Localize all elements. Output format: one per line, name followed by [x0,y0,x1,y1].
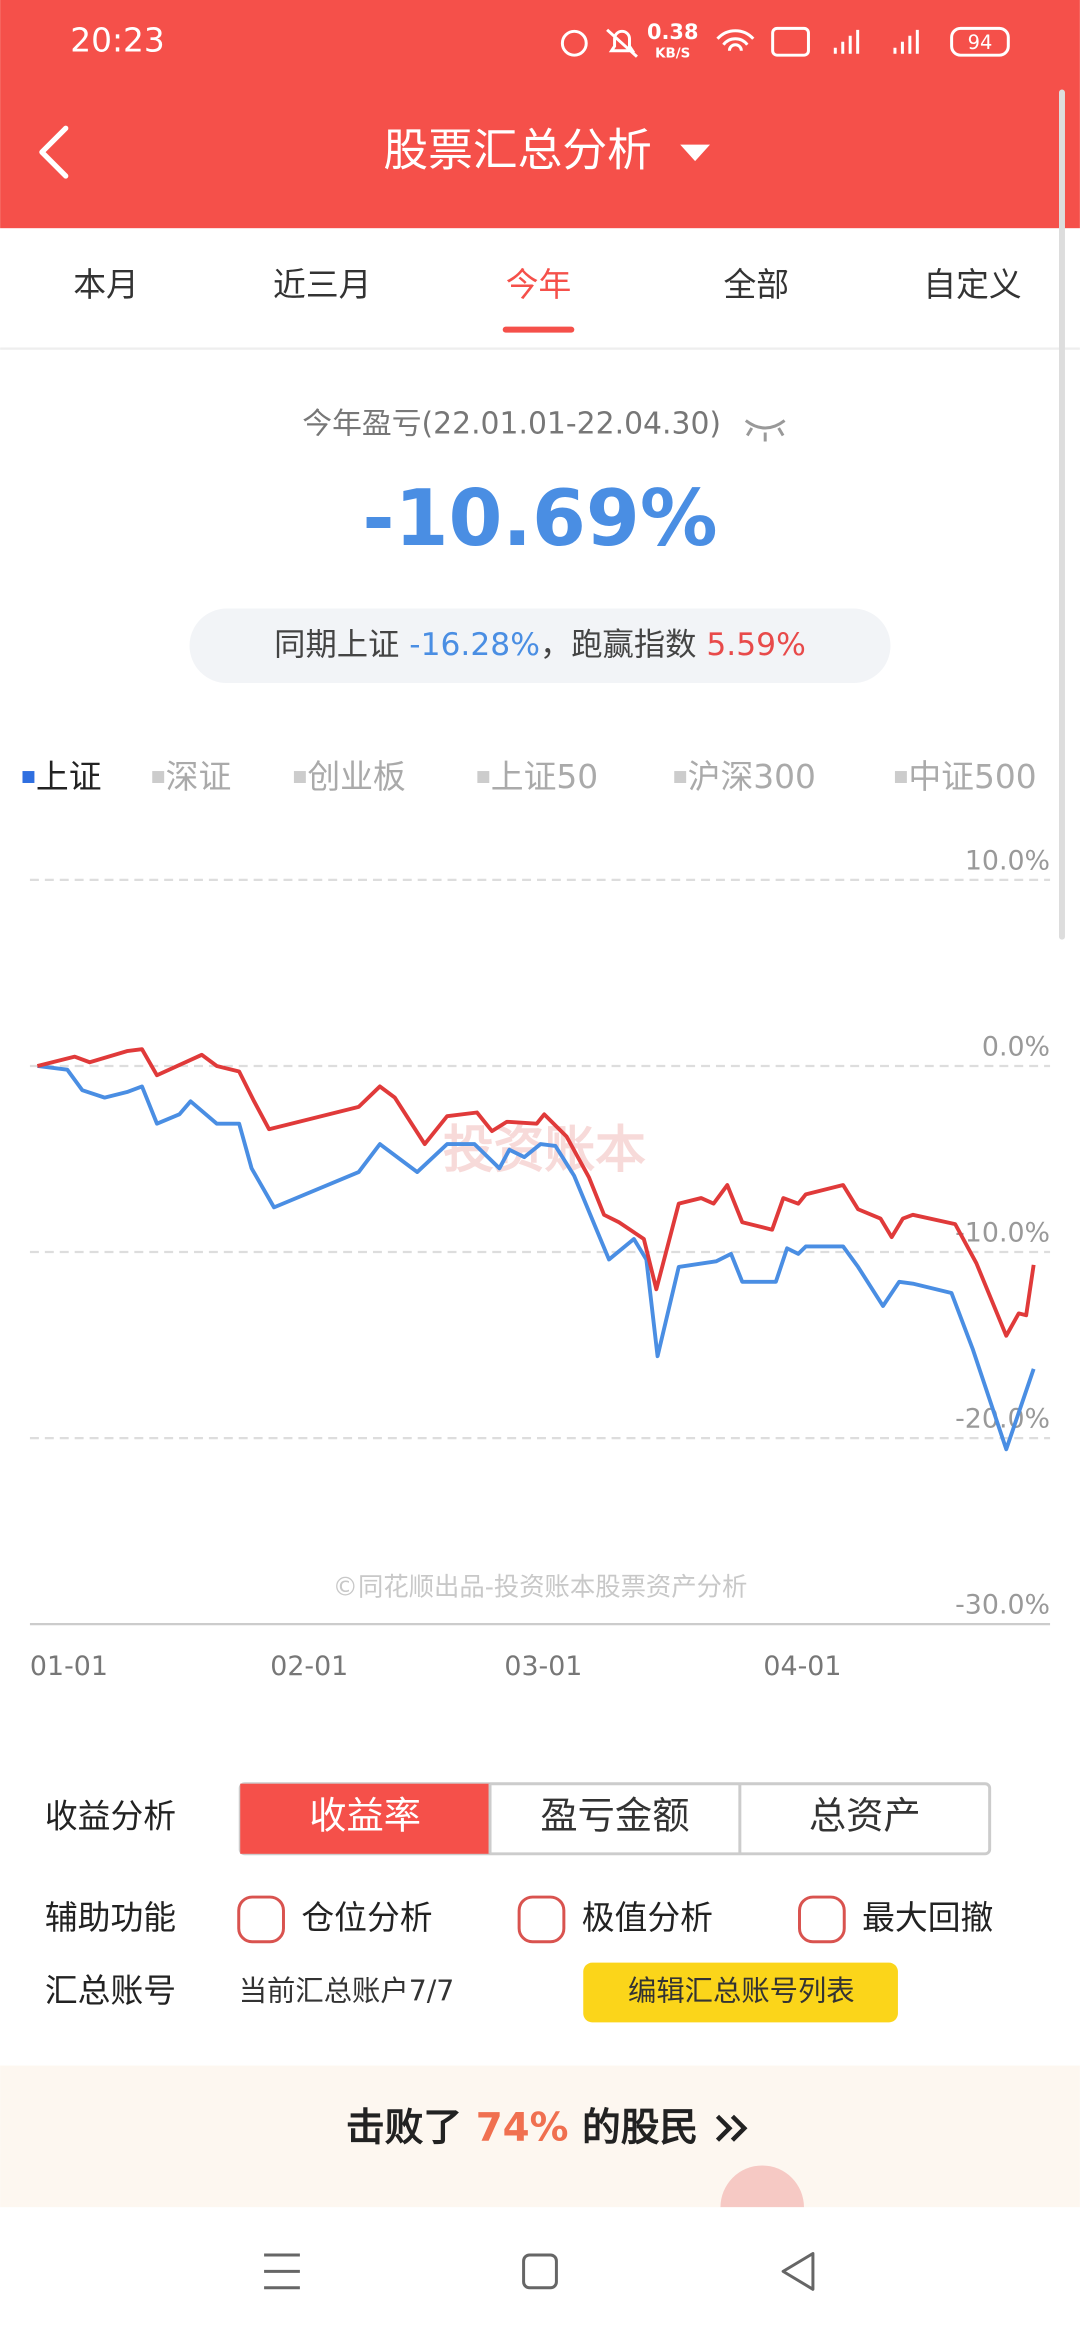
legend-swatch[interactable] [22,771,35,783]
account-current: 当前汇总账户7/7 [239,1975,455,2008]
banner-suffix: 的股民 [569,2105,699,2150]
legend-label[interactable]: 创业板 [307,758,405,796]
battery-level: 94 [968,31,993,54]
index-legend: 上证 深证 创业板 上证50 沪深300 中证500 [22,758,1037,796]
analysis-label: 收益分析 [45,1798,176,1836]
header-title[interactable]: 股票汇总分析 [383,124,651,177]
edit-button-label[interactable]: 编辑汇总账号列表 [628,1975,855,2008]
legend-swatch[interactable] [293,771,306,783]
legend-label[interactable]: 中证500 [908,758,1036,796]
legend-swatch[interactable] [894,771,907,783]
tab[interactable]: 近三月 [273,266,371,304]
segment-label[interactable]: 盈亏金额 [540,1794,689,1838]
x-tick-label: 03-01 [504,1651,582,1682]
legend-label[interactable]: 上证 [36,758,102,796]
compare-text: 同期上证 -16.28%，跑赢指数 5.59% [274,627,806,663]
back-button[interactable] [39,125,69,179]
compare-pill [189,608,891,684]
summary-value: -10.69% [362,474,717,564]
tabs: 本月 近三月 今年 全部 自定义 [73,266,1022,333]
banner[interactable] [0,2065,1080,2208]
summary-label: 今年盈亏(22.01.01-22.04.30) [302,407,721,442]
assist-label: 辅助功能 [45,1899,176,1937]
tab-divider [0,347,1080,350]
checkbox[interactable] [798,1895,846,1944]
y-tick-label: -10.0% [955,1218,1050,1249]
float-badge[interactable] [720,2165,804,2208]
header-bg [0,0,1080,229]
segment-label[interactable]: 收益率 [309,1794,421,1838]
chart: 投资账本 ©同花顺出品-投资账本股票资产分析 10.0% 0.0% -10.0% -20.… [30,846,1050,1682]
tab[interactable]: 自定义 [923,266,1021,304]
banner-arrow[interactable] [715,2114,748,2142]
chart-watermark: 投资账本 [443,1120,646,1179]
checkbox[interactable] [517,1895,566,1944]
beat-value: 5.59% [706,627,805,663]
nav-back[interactable] [781,2252,815,2291]
tab-indicator [502,326,575,333]
y-tick-label: 0.0% [982,1032,1050,1063]
title-dropdown[interactable] [680,144,711,162]
y-tick-label: -20.0% [955,1404,1050,1435]
legend-swatch[interactable] [477,771,490,783]
status-speed-unit: KB/S [655,47,690,62]
x-tick-label: 01-01 [30,1651,108,1682]
status-speed: 0.38 [647,20,698,44]
compare-value: -16.28% [409,627,540,663]
assist-options: 仓位分析 极值分析 最大回撤 [237,1895,993,1944]
tab[interactable]: 今年 [506,266,572,304]
checkbox[interactable] [237,1895,285,1944]
beat-label: ，跑赢指数 [540,627,706,663]
tab[interactable]: 全部 [723,266,789,304]
legend-label[interactable]: 深证 [166,758,232,796]
chart-credit: ©同花顺出品-投资账本股票资产分析 [333,1571,748,1601]
checkbox-label[interactable]: 仓位分析 [301,1899,432,1937]
banner-text[interactable]: 击败了 74% 的股民 [346,2105,698,2150]
nav-menu[interactable] [264,2253,300,2290]
banner-percent: 74% [476,2105,569,2150]
checkbox-label[interactable]: 最大回撤 [862,1899,993,1937]
account-label: 汇总账号 [45,1972,176,2010]
compare-label: 同期上证 [274,627,409,663]
x-tick-label: 02-01 [270,1651,348,1682]
nav-bar [0,2207,1080,2340]
segment-active[interactable] [240,1783,491,1854]
analysis-buttons: 收益率 盈亏金额 总资产 [238,1782,992,1856]
x-tick-label: 04-01 [763,1651,841,1682]
scrollbar [1059,89,1065,940]
segment-label[interactable]: 总资产 [809,1794,921,1838]
legend-label[interactable]: 沪深300 [688,758,816,796]
legend-swatch[interactable] [674,771,687,783]
banner-prefix: 击败了 [346,2105,476,2150]
legend-swatch[interactable] [152,771,165,783]
series-line [37,1064,1036,1452]
series-line [36,1047,1036,1338]
nav-home[interactable] [522,2253,558,2290]
tab[interactable]: 本月 [73,266,139,304]
checkbox-label[interactable]: 极值分析 [582,1899,713,1937]
eye-icon[interactable] [744,419,786,442]
status-icons [560,26,1010,58]
edit-button[interactable] [583,1962,898,2023]
status-time: 20:23 [70,21,165,59]
legend-label[interactable]: 上证50 [491,758,598,796]
y-tick-label: -30.0% [955,1590,1050,1621]
y-tick-label: 10.0% [965,846,1050,877]
